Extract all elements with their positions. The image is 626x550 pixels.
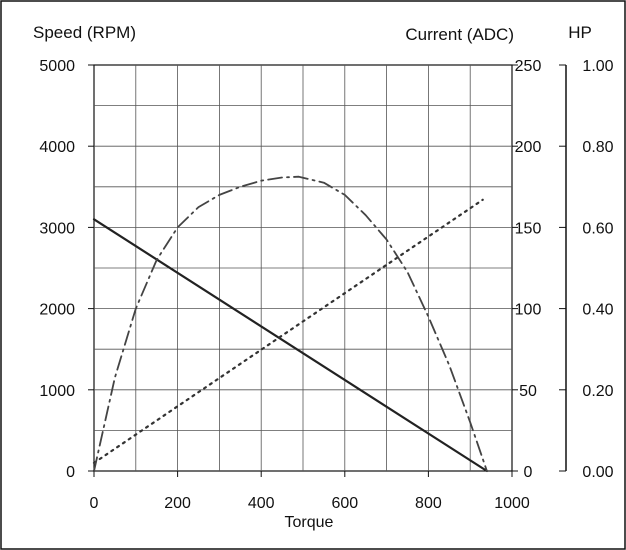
x-tick-label: 800 — [415, 495, 442, 512]
right2-tick-label: 0.40 — [582, 302, 613, 319]
right1-tick-label: 200 — [515, 139, 542, 156]
right2-tick-label: 0.00 — [582, 464, 613, 481]
right-axis-2-title: HP — [568, 23, 592, 42]
right-axis-1-title: Current (ADC) — [405, 25, 514, 44]
right2-tick-label: 1.00 — [582, 58, 613, 75]
series-group — [92, 175, 488, 473]
series-line-solid — [92, 218, 488, 473]
left-tick-label: 0 — [66, 464, 75, 481]
right1-tick-label: 250 — [515, 58, 542, 75]
x-tick-label: 200 — [164, 495, 191, 512]
right2-tick-label: 0.80 — [582, 139, 613, 156]
series-line-dotted — [92, 198, 484, 464]
x-tick-label: 600 — [331, 495, 358, 512]
x-tick-label: 400 — [248, 495, 275, 512]
right1-tick-label: 100 — [515, 302, 542, 319]
left-tick-label: 3000 — [39, 220, 75, 237]
right1-tick-label: 50 — [519, 383, 537, 400]
series-line-dash-dot — [93, 175, 488, 472]
right2-tick-label: 0.20 — [582, 383, 613, 400]
left-tick-label: 5000 — [39, 58, 75, 75]
right1-tick-label: 0 — [524, 464, 533, 481]
x-axis-title: Torque — [285, 514, 334, 531]
grid — [94, 65, 512, 471]
left-tick-label: 1000 — [39, 383, 75, 400]
axes-group: 0 200 400 600 800 1000 0 1000 2000 3000 4000 5000 0 5… — [39, 58, 613, 512]
left-tick-label: 2000 — [39, 302, 75, 319]
x-tick-label: 1000 — [494, 495, 530, 512]
right2-tick-label: 0.60 — [582, 220, 613, 237]
left-tick-label: 4000 — [39, 139, 75, 156]
x-tick-label: 0 — [90, 495, 99, 512]
left-axis-title: Speed (RPM) — [33, 23, 136, 42]
right1-tick-label: 150 — [515, 220, 542, 237]
